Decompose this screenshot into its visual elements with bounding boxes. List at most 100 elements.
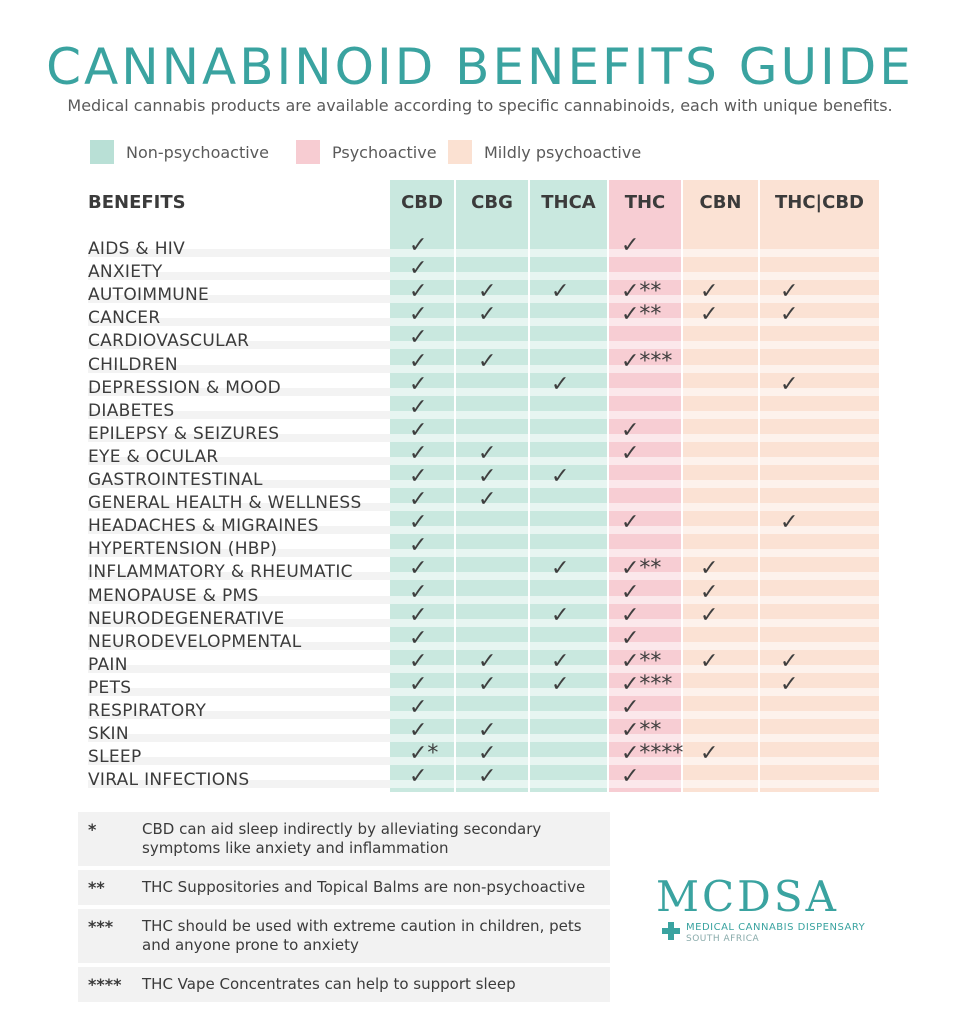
row-stripe [88,711,390,719]
check-mark: ✓ [409,764,428,790]
benefit-label: HYPERTENSION (HBP) [88,539,278,560]
check-mark: ✓ [409,256,428,282]
row-stripe [88,641,390,650]
benefit-label: AUTOIMMUNE [88,285,210,306]
check-mark: ✓ [409,464,428,489]
row-stripe [390,410,879,419]
check-mark: ✓** [621,648,662,674]
row-stripe [390,572,879,581]
benefit-label: RESPIRATORY [88,701,207,721]
benefit-label: GASTROINTESTINAL [88,470,263,490]
legend-swatch [90,140,114,164]
row-stripe [390,780,879,789]
row-stripe [390,711,879,719]
row-stripe [88,364,390,373]
check-mark: ✓ [409,533,428,559]
check-mark: ✓ [409,695,428,720]
check-mark: ✓ [551,556,570,582]
check-mark: ✓ [621,510,640,536]
footnote: ** THC Suppositories and Topical Balms ar… [78,870,610,905]
check-mark: ✓ [780,302,799,328]
legend-swatch [296,140,320,164]
footnote-marker: *** [88,917,114,936]
check-mark: ✓ [478,718,497,744]
check-mark: ✓ [478,279,497,305]
check-mark: ✓ [409,371,428,397]
check-mark: ✓ [780,279,799,305]
check-mark: ✓ [409,579,428,605]
check-mark: ✓ [409,440,428,466]
row-stripe [88,480,390,488]
legend-swatch [448,140,472,164]
check-mark: ✓ [409,718,428,744]
row-stripe [88,341,390,350]
benefits-column-header: BENEFITS [88,192,186,213]
row-stripe [390,687,879,696]
benefit-label: CARDIOVASCULAR [88,331,250,352]
check-mark: ✓ [621,579,640,605]
benefit-label: VIRAL INFECTIONS [88,770,250,791]
footnote-marker: * [88,820,97,839]
row-stripe [390,526,879,535]
check-mark: ✓*** [621,671,673,697]
footnote-text: THC should be used with extreme caution … [142,917,582,954]
page-subtitle: Medical cannabis products are available … [67,96,893,115]
logo-wordmark: MCDSA [656,872,839,921]
check-mark: ✓**** [621,741,684,767]
benefit-label: CHILDREN [88,354,178,375]
benefit-label: PAIN [88,654,128,675]
benefit-label: AIDS & HIV [88,239,186,259]
check-mark: ✓ [621,602,640,628]
check-mark: ✓ [409,602,428,628]
logo-subtitle: MEDICAL CANNABIS DISPENSARY [686,922,866,933]
benefit-label: PETS [88,677,132,698]
legend-label: Mildly psychoactive [484,142,642,162]
check-mark: ✓ [621,440,640,466]
row-stripe [390,503,879,512]
benefit-label: EPILEPSY & SEIZURES [88,423,280,444]
benefit-label: DEPRESSION & MOOD [88,377,282,398]
legend-item-non-psychoactive: Non-psychoactive [90,140,269,164]
row-stripe [390,318,879,327]
row-stripe [88,757,390,766]
row-stripe [88,318,390,327]
row-stripe [390,549,879,558]
legend-label: Non-psychoactive [126,142,269,162]
row-stripe [390,433,879,442]
check-mark: ✓ [478,648,497,674]
check-mark: ✓ [700,556,719,582]
check-mark: ✓ [409,417,428,443]
check-mark: ✓ [700,302,719,328]
benefit-label: ANXIETY [88,262,163,283]
column-header: THC [624,192,666,213]
row-stripe [390,249,879,257]
row-stripe [88,595,390,604]
footnotes: * CBD can aid sleep indirectly by allevia… [78,812,610,1006]
footnote-text: THC Vape Concentrates can help to suppor… [142,975,516,993]
benefit-label: MENOPAUSE & PMS [88,585,259,606]
check-mark: ✓ [780,648,799,674]
check-mark: ✓* [409,741,439,767]
check-mark: ✓ [621,764,640,790]
check-mark: ✓ [780,671,799,697]
row-stripe [390,734,879,743]
check-mark: ✓ [409,487,428,513]
mcdsa-logo: MCDSA MEDICAL CANNABIS DISPENSARY SOUTH … [656,872,876,952]
legend-item-mildly-psychoactive: Mildly psychoactive [448,140,641,164]
check-mark: ✓ [478,741,497,767]
check-mark: ✓ [478,348,497,374]
check-mark: ✓*** [621,348,673,374]
row-stripe [88,526,390,535]
check-mark: ✓** [621,718,662,744]
row-stripe [88,503,390,512]
footnote-marker: **** [88,975,122,994]
row-stripe [390,341,879,350]
check-mark: ✓ [478,671,497,697]
benefit-label: INFLAMMATORY & RHEUMATIC [88,562,353,583]
row-stripe [88,249,390,257]
row-stripe [390,641,879,650]
row-stripe [88,664,390,673]
logo-country: SOUTH AFRICA [686,934,760,944]
check-mark: ✓** [621,302,662,328]
check-mark: ✓ [551,648,570,674]
